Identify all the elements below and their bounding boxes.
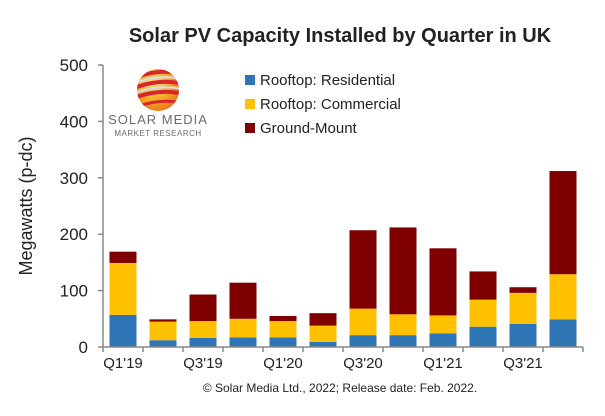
legend-label: Rooftop: Residential — [260, 72, 395, 89]
bar-segment-ground-mount-8 — [429, 248, 457, 316]
bar-segment-rooftop-residential-2 — [189, 337, 217, 347]
legend-label: Rooftop: Commercial — [260, 96, 401, 113]
legend: Rooftop: Residential Rooftop: Commercial G… — [245, 72, 401, 137]
bar-segment-rooftop-commercial-7 — [389, 314, 417, 336]
bar-segment-ground-mount-2 — [189, 294, 217, 322]
x-tick-label: Q1'21 — [423, 355, 463, 372]
bar-segment-rooftop-residential-4 — [269, 337, 297, 347]
bar-segment-rooftop-residential-7 — [389, 335, 417, 347]
bar-segment-rooftop-residential-3 — [229, 337, 257, 347]
bar-segment-rooftop-residential-11 — [549, 319, 577, 347]
y-tick-label: 200 — [60, 225, 88, 244]
bar-segment-ground-mount-3 — [229, 282, 257, 319]
bar-segment-rooftop-commercial-6 — [349, 308, 377, 336]
bar-segment-rooftop-commercial-5 — [309, 325, 337, 342]
x-tick-label: Q1'19 — [103, 355, 143, 372]
bar-segment-rooftop-commercial-0 — [109, 262, 137, 315]
bar-segment-rooftop-commercial-2 — [189, 321, 217, 338]
legend-swatch — [245, 99, 255, 109]
y-tick-label: 500 — [60, 56, 88, 75]
bar-segment-rooftop-commercial-4 — [269, 321, 297, 338]
y-tick-label: 400 — [60, 112, 88, 131]
bar-segment-rooftop-residential-5 — [309, 341, 337, 347]
bar-segment-rooftop-commercial-10 — [509, 292, 537, 324]
bar-segment-ground-mount-7 — [389, 227, 417, 315]
bar-segment-ground-mount-5 — [309, 313, 337, 326]
bar-segment-ground-mount-6 — [349, 230, 377, 309]
x-tick-label: Q3'19 — [183, 355, 223, 372]
x-tick-label: Q3'20 — [343, 355, 383, 372]
legend-swatch — [245, 75, 255, 85]
y-tick-label: 0 — [79, 338, 88, 357]
bar-segment-rooftop-residential-1 — [149, 340, 177, 347]
bar-segment-rooftop-commercial-9 — [469, 299, 497, 327]
bar-segment-rooftop-commercial-11 — [549, 274, 577, 320]
bar-segment-ground-mount-4 — [269, 315, 297, 322]
bar-segment-rooftop-residential-0 — [109, 314, 137, 347]
x-tick-label: Q3'21 — [503, 355, 543, 372]
bar-segment-rooftop-commercial-3 — [229, 318, 257, 338]
bar-segment-ground-mount-9 — [469, 271, 497, 300]
bar-segment-ground-mount-0 — [109, 251, 137, 263]
bar-segment-rooftop-residential-6 — [349, 335, 377, 347]
bar-segment-ground-mount-10 — [509, 287, 537, 293]
bar-segment-rooftop-commercial-1 — [149, 321, 177, 341]
logo-text-primary: SOLAR MEDIA — [108, 112, 208, 127]
y-tick-label: 300 — [60, 169, 88, 188]
bar-segment-rooftop-residential-8 — [429, 333, 457, 347]
bar-segment-ground-mount-11 — [549, 171, 577, 275]
bar-segment-rooftop-residential-10 — [509, 323, 537, 347]
bar-segment-rooftop-commercial-8 — [429, 315, 457, 334]
y-axis-label: Megawatts (p-dc) — [16, 136, 36, 275]
bar-segment-rooftop-residential-9 — [469, 326, 497, 347]
legend-label: Ground-Mount — [260, 120, 358, 137]
y-tick-label: 100 — [60, 282, 88, 301]
x-tick-label: Q1'20 — [263, 355, 303, 372]
logo: SOLAR MEDIA MARKET RESEARCH — [108, 69, 208, 138]
legend-swatch — [245, 123, 255, 133]
chart-title: Solar PV Capacity Installed by Quarter i… — [129, 25, 552, 47]
bar-segment-ground-mount-1 — [149, 319, 177, 322]
logo-text-secondary: MARKET RESEARCH — [114, 129, 201, 138]
footer-note: © Solar Media Ltd., 2022; Release date: … — [203, 381, 477, 395]
